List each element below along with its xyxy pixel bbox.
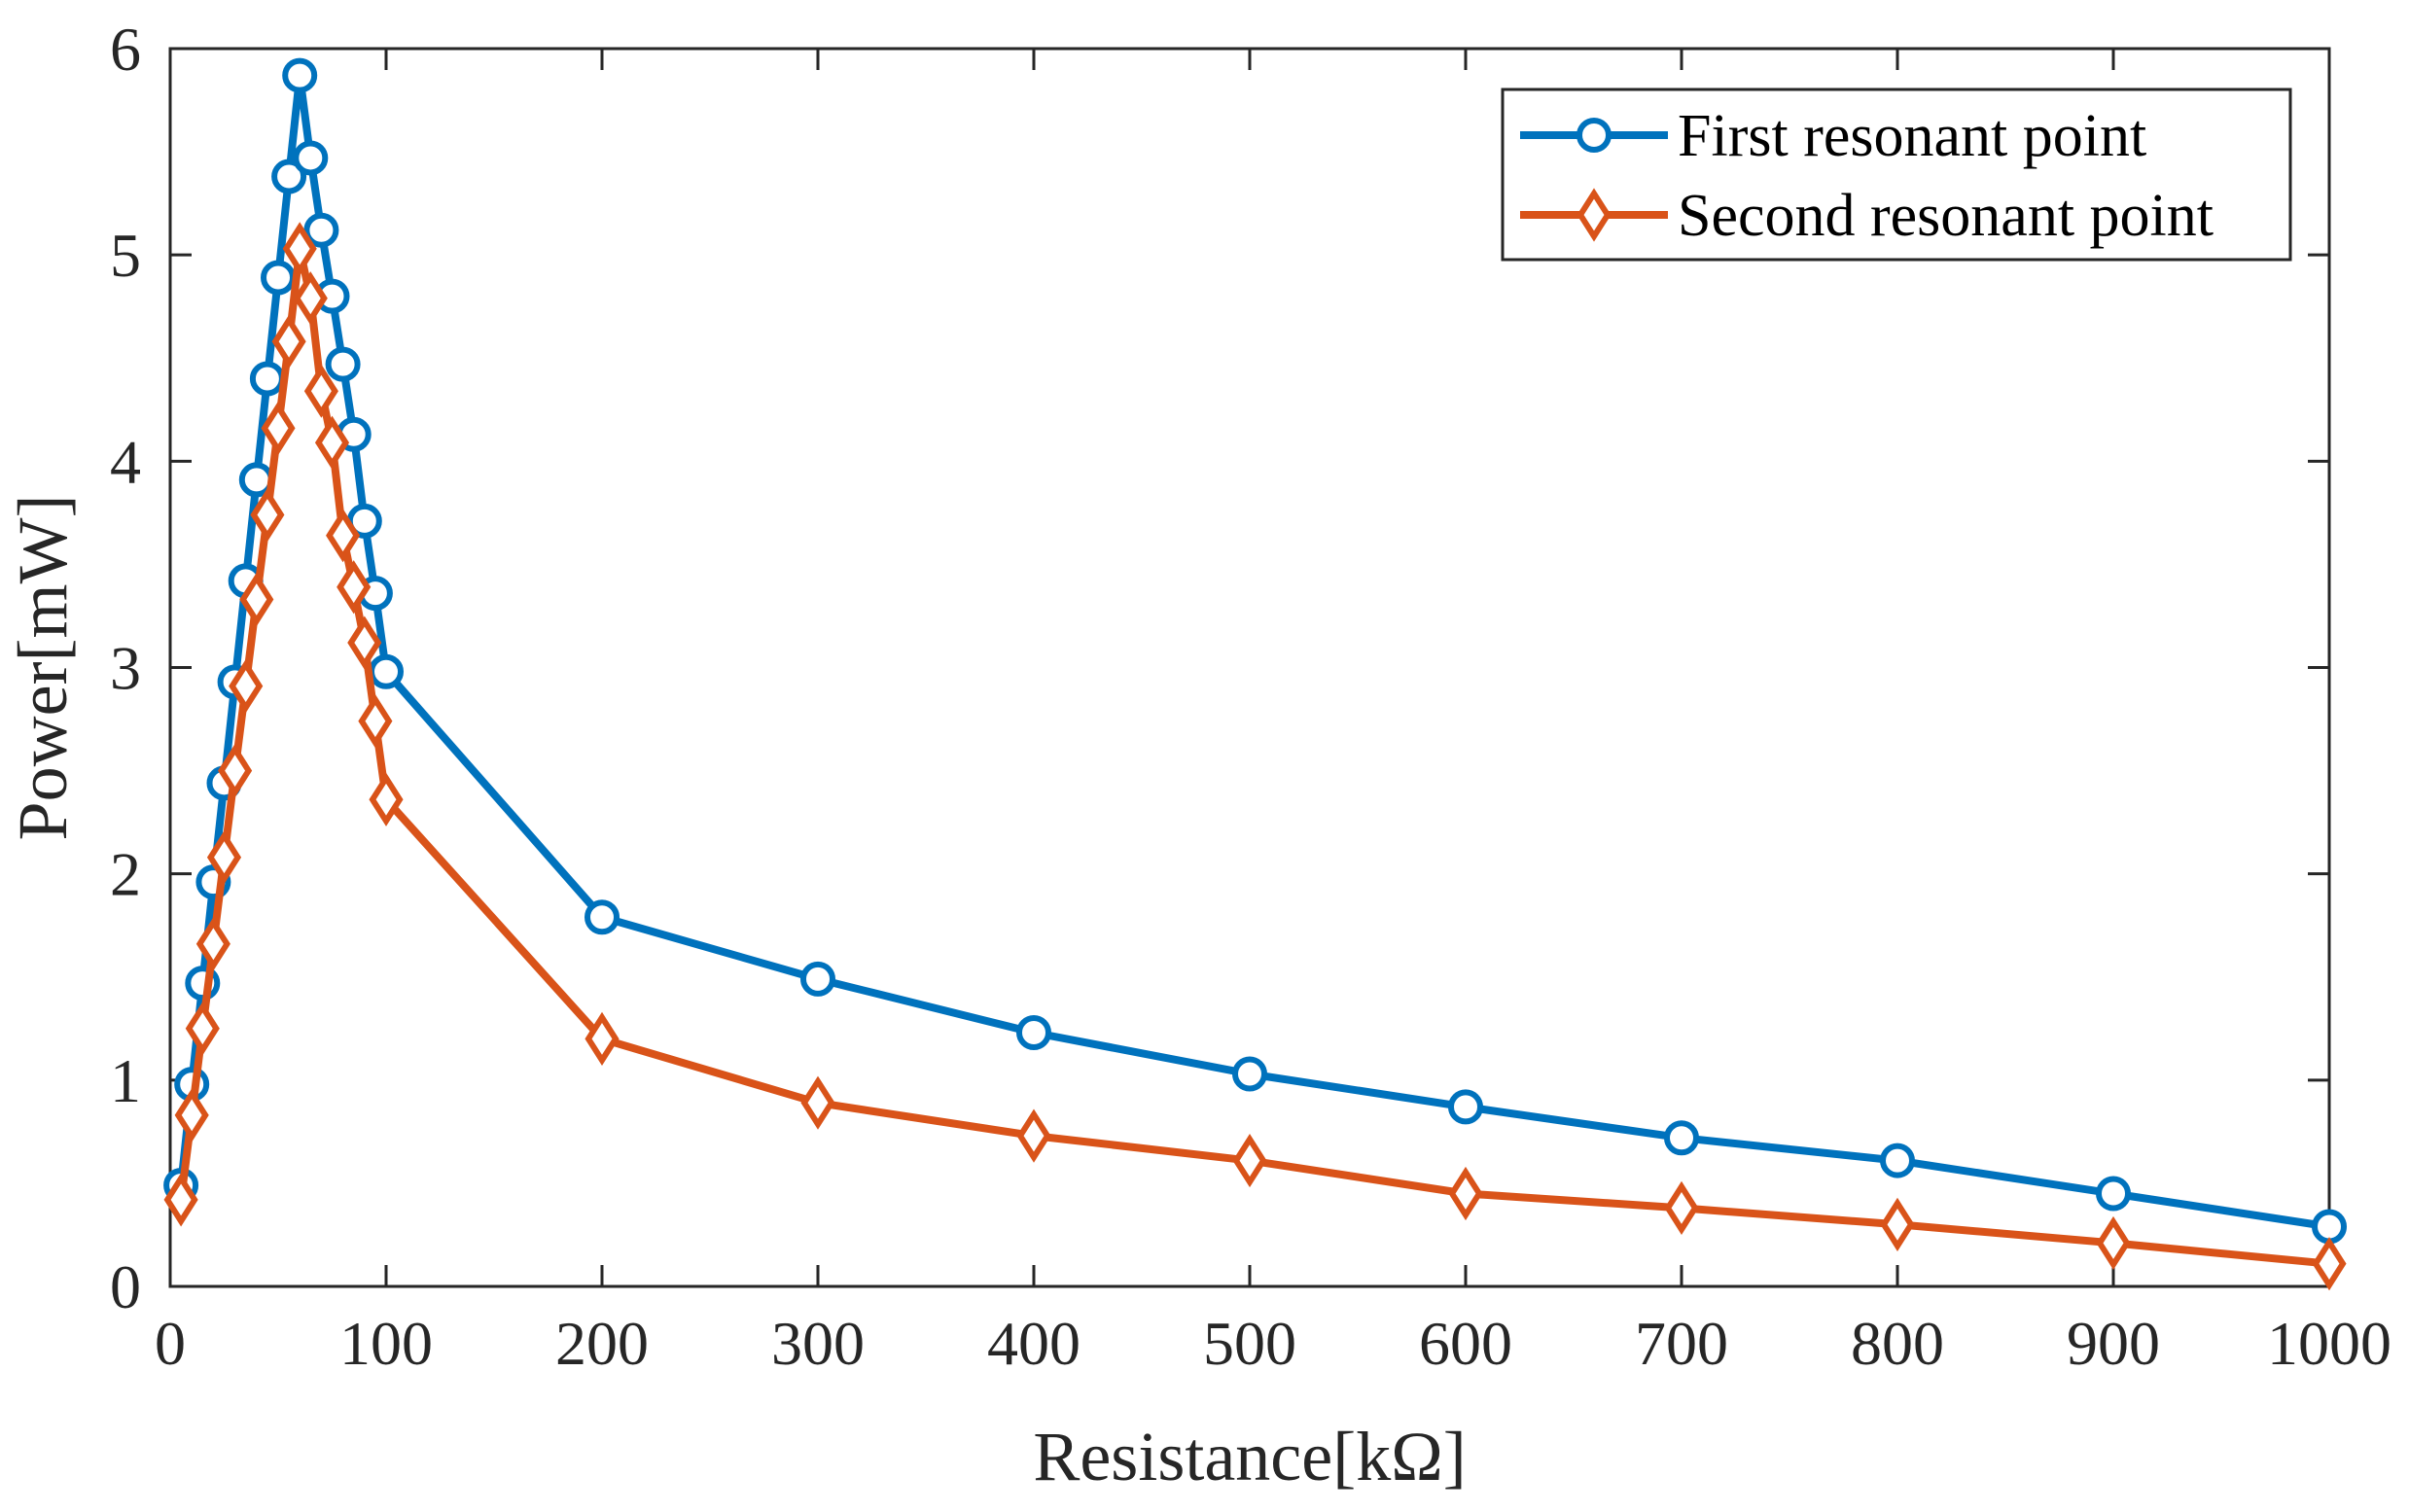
data-point-diamond bbox=[303, 364, 338, 418]
x-tick-label: 300 bbox=[771, 1309, 865, 1378]
data-point-diamond bbox=[358, 694, 393, 749]
data-point-circle bbox=[1016, 1015, 1051, 1051]
data-point-diamond bbox=[163, 1173, 198, 1227]
data-point-diamond bbox=[800, 1075, 835, 1130]
data-point-diamond bbox=[585, 1011, 620, 1066]
x-tick-label: 100 bbox=[339, 1309, 433, 1378]
tick-labels: 0 100 200 300 400 500 600 700 800 900 1000 0 1 2 3 4 5 6 bbox=[110, 15, 2391, 1378]
x-tick-label: 1000 bbox=[2267, 1309, 2391, 1378]
x-tick-label: 900 bbox=[2067, 1309, 2160, 1378]
data-point-diamond bbox=[239, 572, 274, 627]
y-axis-label: Power[mW] bbox=[4, 495, 82, 841]
data-point-diamond bbox=[218, 743, 253, 798]
data-point-diamond bbox=[369, 772, 404, 826]
data-point-circle bbox=[1664, 1120, 1699, 1156]
legend-label: First resonant point bbox=[1678, 103, 2146, 169]
data-point-diamond bbox=[337, 560, 372, 615]
y-tick-label: 2 bbox=[110, 840, 141, 909]
data-point-circle bbox=[2312, 1209, 2347, 1245]
data-point-diamond bbox=[206, 830, 242, 885]
data-point-diamond bbox=[185, 1002, 220, 1056]
x-tick-label: 700 bbox=[1635, 1309, 1728, 1378]
data-point-circle bbox=[1232, 1056, 1267, 1092]
data-point-diamond bbox=[195, 917, 230, 971]
data-point-diamond bbox=[261, 401, 296, 455]
data-point-diamond bbox=[282, 222, 317, 276]
data-point-circle bbox=[303, 212, 339, 248]
data-point-circle bbox=[1448, 1089, 1483, 1125]
legend-marker bbox=[1576, 118, 1612, 153]
x-tick-label: 400 bbox=[987, 1309, 1081, 1378]
data-point-diamond bbox=[2312, 1237, 2347, 1291]
y-tick-label: 6 bbox=[110, 15, 141, 84]
legend-label: Second resonant point bbox=[1678, 183, 2214, 249]
series-layer bbox=[163, 57, 2347, 1291]
data-point-circle bbox=[325, 346, 361, 382]
legend-marker bbox=[1576, 188, 1612, 242]
legend-item: Second resonant point bbox=[1520, 183, 2214, 249]
legend: First resonant point Second resonant poin… bbox=[1501, 88, 2292, 262]
series-2 bbox=[163, 222, 2347, 1291]
data-point-diamond bbox=[314, 415, 350, 470]
y-tick-label: 3 bbox=[110, 634, 141, 703]
data-point-circle bbox=[249, 361, 285, 397]
data-point-diamond bbox=[1448, 1166, 1483, 1221]
data-point-diamond bbox=[174, 1088, 209, 1143]
data-point-circle bbox=[369, 653, 404, 689]
y-tick-label: 4 bbox=[110, 427, 141, 496]
data-point-circle bbox=[282, 57, 318, 93]
data-point-diamond bbox=[326, 509, 361, 563]
data-point-circle bbox=[261, 260, 296, 296]
series-1 bbox=[163, 57, 2347, 1245]
y-tick-label: 1 bbox=[110, 1046, 141, 1115]
data-point-diamond bbox=[2096, 1215, 2131, 1271]
x-tick-label: 800 bbox=[1851, 1309, 1944, 1378]
data-point-diamond bbox=[1880, 1197, 1915, 1251]
y-tick-label: 0 bbox=[110, 1252, 141, 1321]
data-point-diamond bbox=[1664, 1180, 1699, 1235]
x-tick-label: 500 bbox=[1203, 1309, 1296, 1378]
legend-item: First resonant point bbox=[1520, 103, 2146, 169]
x-tick-label: 600 bbox=[1419, 1309, 1512, 1378]
data-point-diamond bbox=[1232, 1133, 1267, 1188]
data-point-circle bbox=[271, 158, 307, 194]
data-point-diamond bbox=[229, 659, 264, 714]
data-point-diamond bbox=[271, 314, 306, 369]
data-point-diamond bbox=[1016, 1108, 1051, 1163]
y-tick-label: 5 bbox=[110, 221, 141, 290]
data-point-circle bbox=[800, 961, 835, 997]
data-point-circle bbox=[585, 899, 620, 935]
data-point-circle bbox=[293, 140, 329, 176]
x-tick-label: 0 bbox=[155, 1309, 186, 1378]
data-point-diamond bbox=[293, 271, 328, 326]
data-point-circle bbox=[2096, 1176, 2131, 1212]
x-axis-label: Resistance[kΩ] bbox=[1033, 1418, 1466, 1495]
data-point-circle bbox=[1880, 1143, 1915, 1178]
x-tick-label: 200 bbox=[555, 1309, 649, 1378]
legend-box bbox=[1501, 88, 2292, 262]
data-point-diamond bbox=[250, 487, 285, 543]
data-point-diamond bbox=[347, 615, 382, 670]
